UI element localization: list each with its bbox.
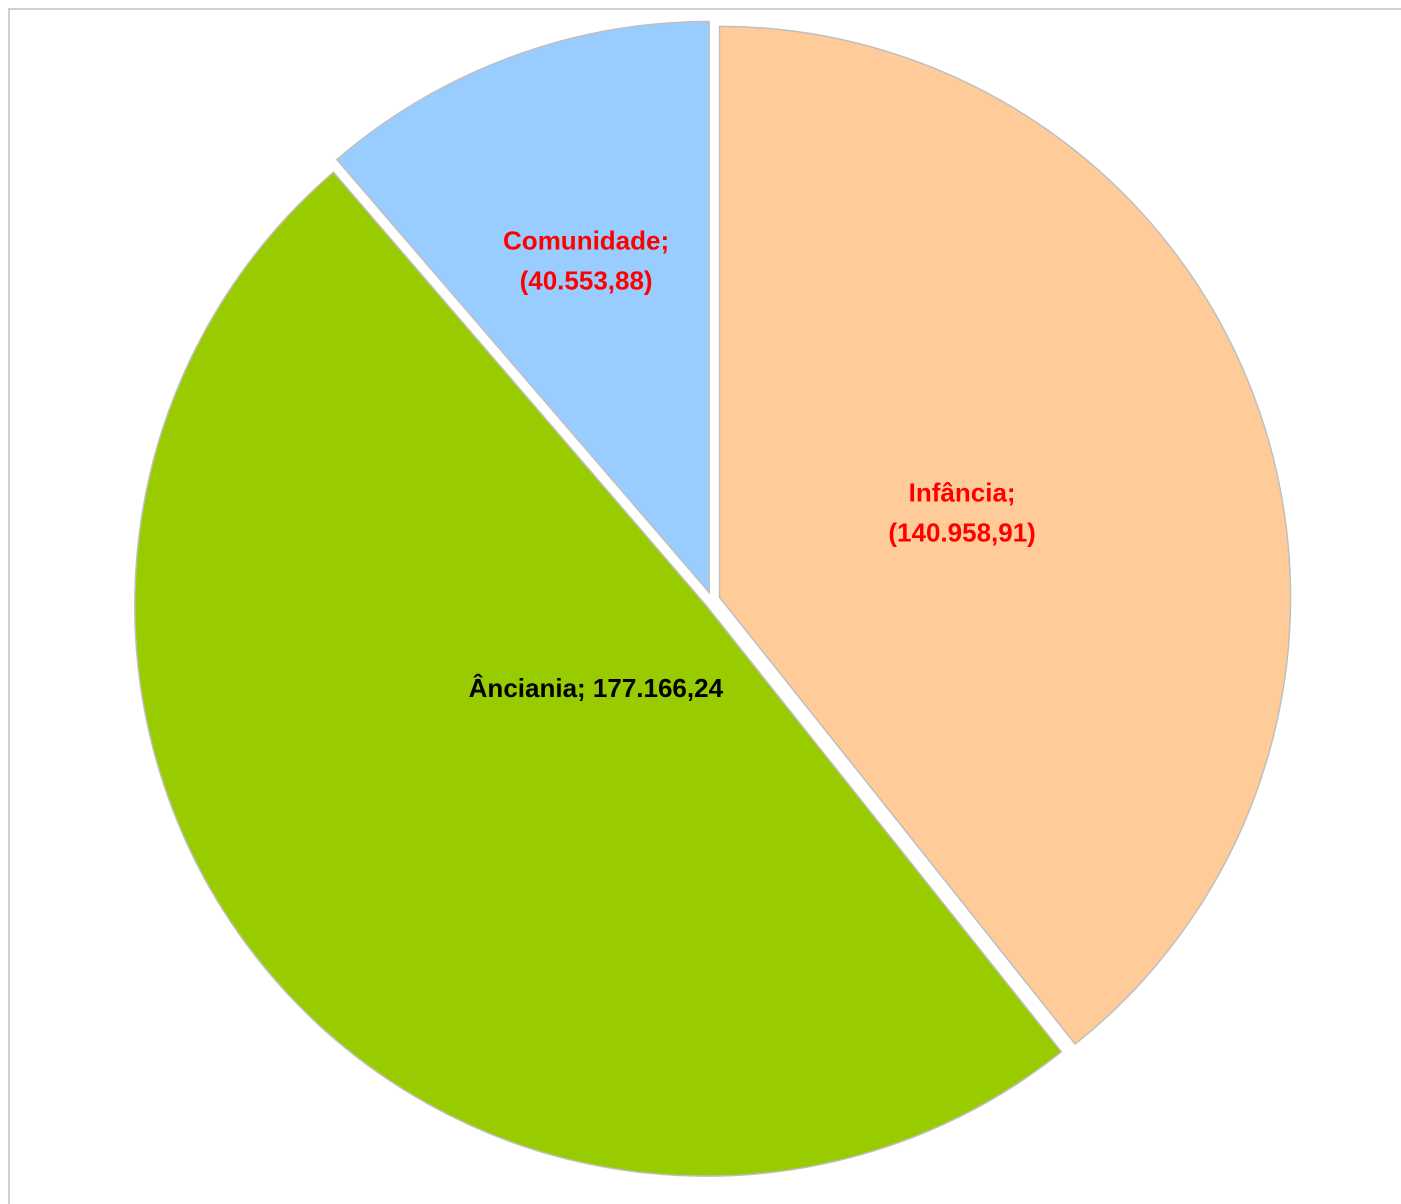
data-label-line: Comunidade; [503, 226, 669, 256]
pie-slice-anciania [134, 171, 1063, 1177]
data-label-infancia: Infância; (140.958,91) [888, 478, 1035, 548]
labels-layer: Infância; (140.958,91) Ânciania; 177.166,2… [469, 226, 1036, 704]
data-label-line: Ânciania; 177.166,24 [469, 673, 724, 703]
data-label-comunidade: Comunidade; (40.553,88) [503, 226, 669, 296]
pie-slice-comunidade [335, 20, 710, 595]
data-label-line: Infância; [909, 478, 1016, 508]
pie-slice-infancia [718, 25, 1292, 1046]
data-label-line: (140.958,91) [888, 518, 1035, 548]
slices-layer [134, 20, 1292, 1177]
data-label-line: (40.553,88) [520, 266, 653, 296]
data-label-anciania: Ânciania; 177.166,24 [469, 673, 724, 703]
